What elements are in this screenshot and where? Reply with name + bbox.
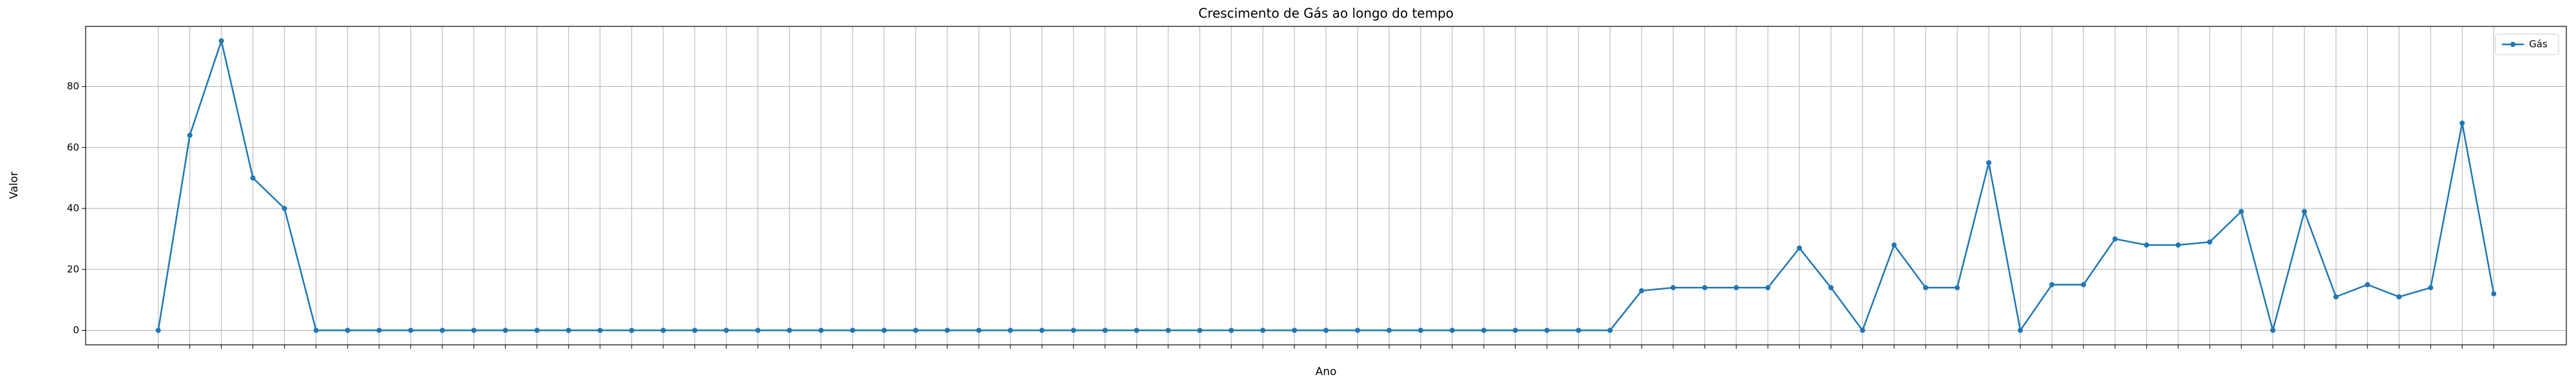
- y-tick-label: 20: [67, 263, 79, 275]
- data-point: [250, 175, 256, 181]
- legend-label: Gás: [2529, 39, 2548, 50]
- data-point: [1734, 285, 1739, 291]
- legend-marker: [2510, 42, 2515, 47]
- data-point: [1102, 327, 1108, 333]
- data-point: [1197, 327, 1202, 333]
- data-point: [1387, 327, 1392, 333]
- data-point: [565, 327, 571, 333]
- data-point: [2112, 236, 2118, 242]
- data-point: [1418, 327, 1424, 333]
- data-point: [2207, 239, 2213, 245]
- y-tick-label: 60: [67, 142, 79, 153]
- data-point: [1544, 327, 1550, 333]
- data-point: [1323, 327, 1329, 333]
- data-point: [1607, 327, 1613, 333]
- data-point: [1702, 285, 1708, 291]
- data-point: [2396, 294, 2402, 300]
- data-point: [2049, 282, 2055, 288]
- data-point: [1070, 327, 1076, 333]
- data-point: [155, 327, 161, 333]
- data-point: [597, 327, 603, 333]
- x-axis-label: Ano: [1316, 365, 1337, 378]
- data-point: [1039, 327, 1045, 333]
- data-point: [1355, 327, 1361, 333]
- data-point: [502, 327, 508, 333]
- y-axis-label: Valor: [8, 172, 21, 199]
- data-point: [1797, 245, 1803, 251]
- data-point: [2491, 291, 2497, 297]
- data-point: [534, 327, 540, 333]
- data-point: [1481, 327, 1487, 333]
- data-point: [944, 327, 950, 333]
- data-point: [2081, 282, 2087, 288]
- chart-title: Crescimento de Gás ao longo do tempo: [1198, 6, 1454, 21]
- data-point: [1891, 242, 1897, 248]
- data-point: [1828, 285, 1834, 291]
- data-point: [692, 327, 697, 333]
- legend-box: [2495, 33, 2559, 55]
- y-tick-label: 0: [73, 324, 79, 336]
- data-point: [1450, 327, 1455, 333]
- data-point: [2365, 282, 2371, 288]
- data-point: [439, 327, 445, 333]
- data-point: [1165, 327, 1171, 333]
- data-point: [660, 327, 666, 333]
- data-point: [723, 327, 729, 333]
- data-point: [376, 327, 382, 333]
- data-point: [755, 327, 761, 333]
- data-point: [1228, 327, 1234, 333]
- data-point: [881, 327, 887, 333]
- data-point: [1133, 327, 1139, 333]
- data-point: [471, 327, 477, 333]
- data-point: [2333, 294, 2339, 300]
- y-tick-label: 40: [67, 203, 79, 214]
- data-point: [1639, 288, 1645, 293]
- data-point: [1923, 285, 1929, 291]
- data-point: [1986, 160, 1992, 165]
- data-point: [913, 327, 918, 333]
- data-point: [408, 327, 413, 333]
- data-point: [2144, 242, 2150, 248]
- data-point: [818, 327, 824, 333]
- data-point: [1007, 327, 1013, 333]
- data-point: [2428, 285, 2434, 291]
- data-point: [1955, 285, 1960, 291]
- data-point: [2239, 208, 2244, 214]
- data-point: [1860, 327, 1866, 333]
- data-point: [1765, 285, 1771, 291]
- data-point: [786, 327, 792, 333]
- data-point: [345, 327, 350, 333]
- plot-frame: [85, 26, 2567, 345]
- data-point: [1260, 327, 1265, 333]
- data-point: [2018, 327, 2023, 333]
- data-point: [2175, 242, 2181, 248]
- data-point: [1671, 285, 1676, 291]
- data-point: [187, 133, 193, 138]
- data-point: [2302, 208, 2307, 214]
- data-point: [1513, 327, 1519, 333]
- y-tick-label: 80: [67, 80, 79, 92]
- data-point: [629, 327, 634, 333]
- data-point: [976, 327, 981, 333]
- data-point: [281, 206, 287, 212]
- data-point: [1291, 327, 1297, 333]
- data-point: [2270, 327, 2276, 333]
- data-point: [313, 327, 319, 333]
- data-point: [849, 327, 855, 333]
- data-point: [1576, 327, 1582, 333]
- data-point: [2459, 120, 2465, 126]
- data-point: [218, 38, 224, 44]
